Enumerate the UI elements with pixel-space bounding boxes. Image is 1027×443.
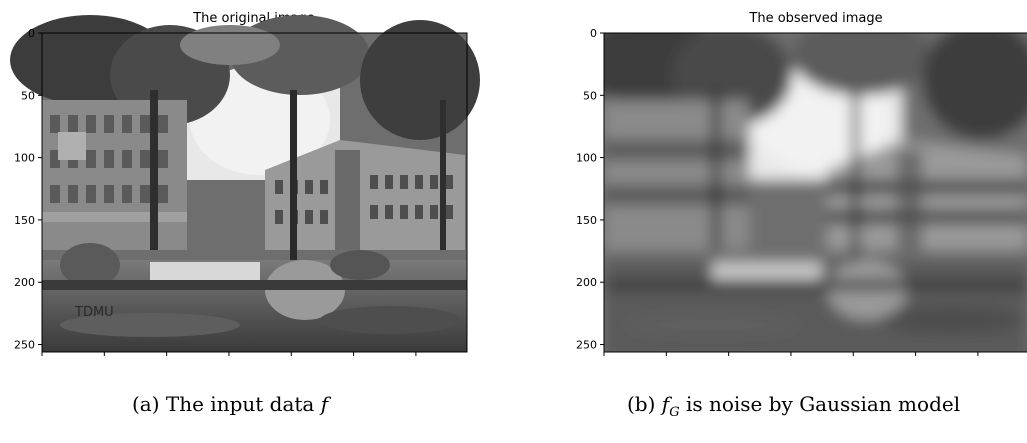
y-axis: 0 50 100 150 200 250 (576, 27, 604, 352)
caption-a-variable: f (320, 392, 329, 416)
x-tick-label: 300 (405, 359, 426, 360)
overlay-text: TDMU (74, 305, 114, 320)
y-tick-label: 200 (14, 276, 35, 289)
axes-frame (41, 32, 468, 353)
panel-original-svg: The original image (10, 11, 480, 360)
panel-observed-svg: The observed image (576, 11, 1027, 360)
x-tick-label: 100 (718, 359, 739, 360)
y-tick-label: 50 (21, 89, 35, 102)
x-tick-label: 50 (659, 359, 673, 360)
caption-b-text: is noise by Gaussian model (685, 392, 961, 416)
photo-original: TDMU (10, 15, 480, 352)
y-tick-label: 150 (14, 214, 35, 227)
panel-observed: The observed image (562, 0, 1027, 360)
caption-a-text: (a) The input data (132, 392, 315, 416)
x-tick-label: 0 (39, 359, 46, 360)
panel-title: The observed image (748, 11, 882, 26)
y-tick-label: 100 (14, 152, 35, 165)
y-tick-label: 0 (28, 27, 35, 40)
y-tick-label: 150 (576, 214, 597, 227)
y-tick-label: 250 (576, 339, 597, 352)
caption-b: (b) fG is noise by Gaussian model (627, 392, 960, 420)
x-tick-label: 300 (967, 359, 988, 360)
x-tick-label: 250 (343, 359, 364, 360)
caption-a: (a) The input data f (132, 392, 328, 416)
panel-original: The original image (0, 0, 480, 360)
axes-frame (603, 32, 1027, 353)
x-axis: 0 50 100 150 200 250 300 (601, 352, 988, 360)
x-tick-label: 150 (780, 359, 801, 360)
y-tick-label: 0 (590, 27, 597, 40)
x-tick-label: 200 (281, 359, 302, 360)
x-tick-label: 250 (905, 359, 926, 360)
caption-b-variable: f (661, 392, 670, 416)
y-tick-label: 250 (14, 339, 35, 352)
caption-b-label: (b) (627, 392, 656, 416)
x-axis: 0 50 100 150 200 250 300 (39, 352, 426, 360)
x-tick-label: 100 (156, 359, 177, 360)
y-tick-label: 50 (583, 89, 597, 102)
y-tick-label: 200 (576, 276, 597, 289)
caption-b-subscript: G (669, 405, 680, 420)
y-tick-label: 100 (576, 152, 597, 165)
x-tick-label: 0 (601, 359, 608, 360)
photo-observed (604, 33, 1027, 352)
x-tick-label: 200 (843, 359, 864, 360)
x-tick-label: 150 (218, 359, 239, 360)
x-tick-label: 50 (97, 359, 111, 360)
y-axis: 0 50 100 150 200 250 (14, 27, 42, 352)
